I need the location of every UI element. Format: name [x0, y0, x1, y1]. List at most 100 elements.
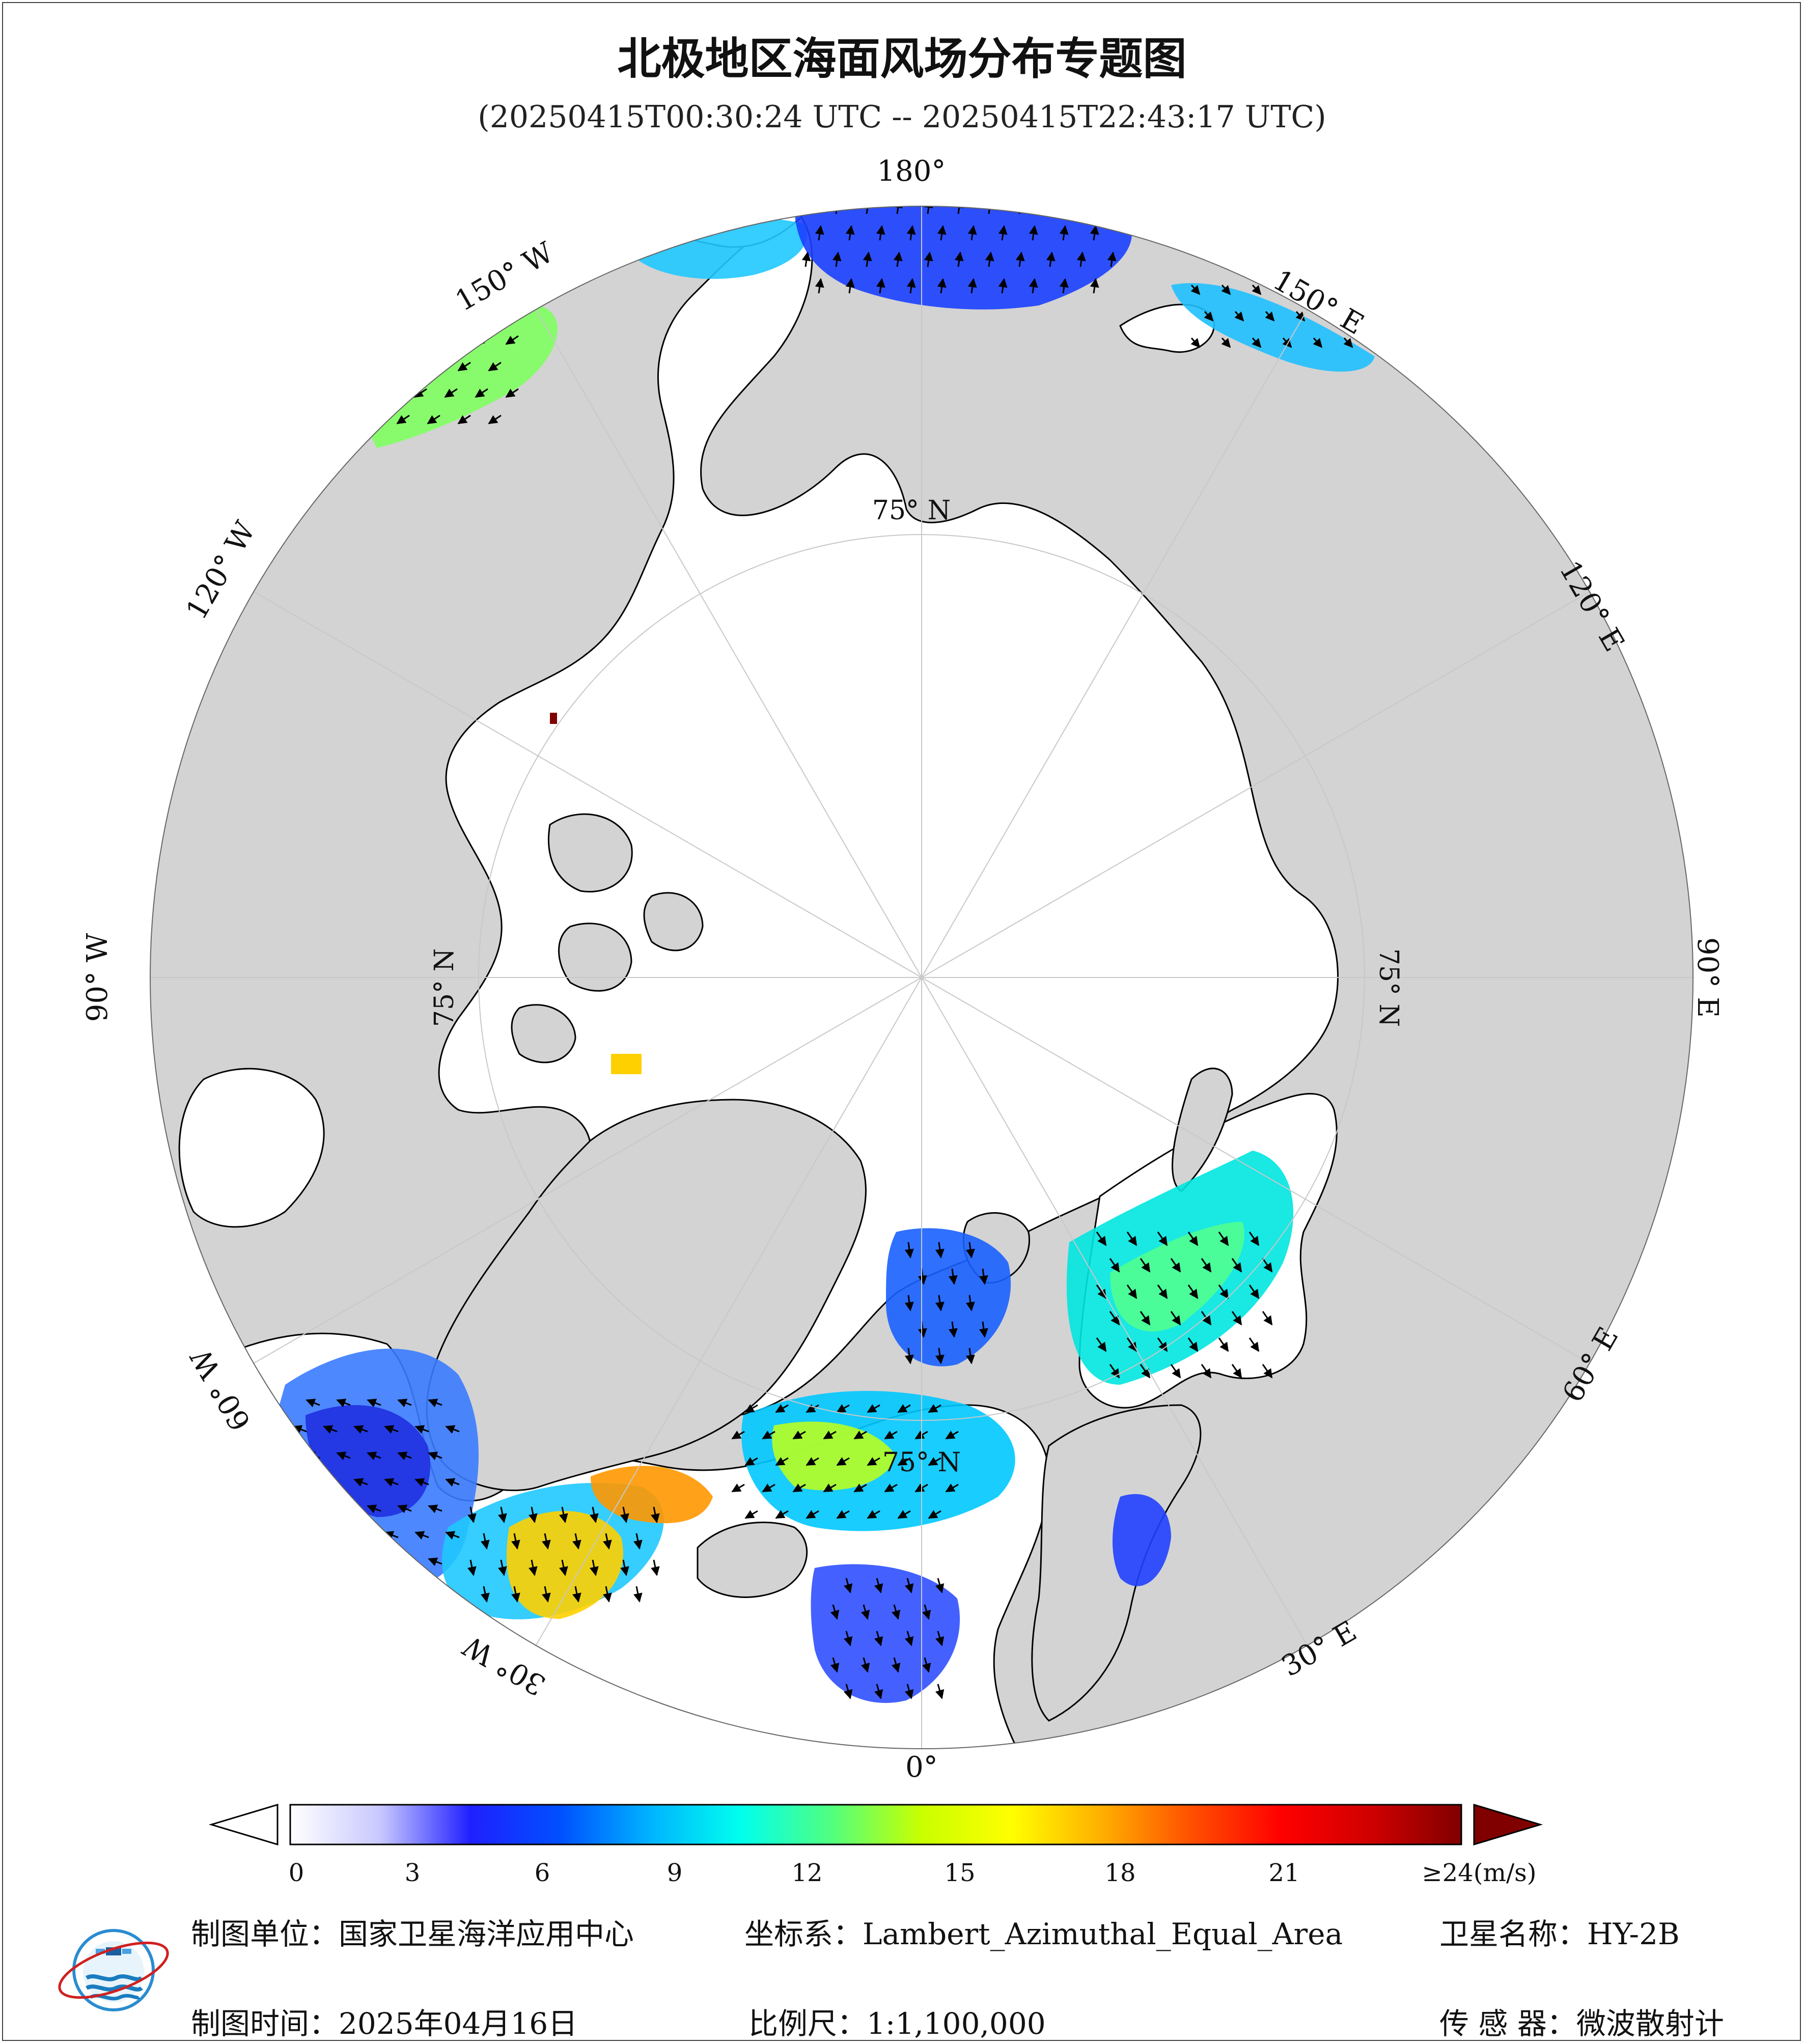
wind-vector-arrow: [475, 388, 488, 398]
wind-vector-arrow: [836, 1457, 850, 1466]
wind-vector-arrow: [445, 1425, 460, 1434]
wind-vector-arrow: [979, 1268, 988, 1285]
wind-vector-arrow: [1343, 338, 1353, 348]
wind-vector-arrow: [1190, 338, 1201, 348]
wind-vector-arrow: [620, 1506, 629, 1523]
wind-vector-arrow: [528, 1559, 538, 1576]
wind-vector-arrow: [867, 1510, 880, 1519]
wind-vector-arrow: [397, 1398, 412, 1408]
wind-vector-arrow: [480, 1586, 490, 1603]
wind-vector-arrow: [1140, 1258, 1151, 1273]
wind-vector-arrow: [967, 225, 977, 241]
wind-vector-arrow: [505, 335, 519, 345]
wind-vector-arrow: [396, 414, 410, 425]
wind-vector-arrow: [323, 1478, 338, 1487]
wind-vector-arrow: [884, 1431, 898, 1440]
wind-vector-arrow: [444, 388, 458, 398]
wind-vector-arrow: [1343, 285, 1353, 295]
wind-vector-arrow: [806, 1457, 819, 1466]
wind-vector-arrow: [876, 278, 885, 294]
lon-label-60w: 60° W: [184, 1342, 258, 1436]
wind-vector-arrow: [1126, 1231, 1137, 1246]
wind-vector-arrow: [633, 1533, 643, 1550]
wind-vector-arrow: [1076, 251, 1086, 267]
wind-vector-arrow: [1059, 225, 1069, 241]
coordinate-system: 坐标系：Lambert_Azimuthal_Equal_Area: [744, 1917, 1343, 1951]
wind-vector-arrow: [891, 1604, 901, 1620]
wind-vector-arrow: [904, 1684, 914, 1699]
satellite-name: 卫星名称：HY-2B: [1439, 1917, 1680, 1951]
lat-label-left: 75° N: [429, 948, 460, 1027]
wind-vector-arrow: [1221, 285, 1231, 295]
wind-vector-arrow: [367, 1557, 381, 1566]
wind-vector-arrow: [1248, 1231, 1260, 1246]
wind-vector-arrow: [1059, 278, 1069, 294]
wind-vector-arrow: [775, 1510, 789, 1519]
wind-vector-arrow: [928, 1404, 941, 1413]
wind-vector-arrow: [1218, 1231, 1229, 1246]
wind-vector-arrow: [744, 1457, 758, 1466]
wind-vector-arrow: [1262, 1311, 1273, 1326]
wind-vector-arrow: [633, 1586, 643, 1603]
wind-vector-arrow: [922, 1604, 931, 1620]
wind-vector-arrow: [806, 1510, 819, 1519]
wind-vector-arrow: [762, 1431, 775, 1440]
wind-vector-arrow: [323, 1531, 338, 1540]
iceland: [697, 1521, 808, 1598]
wind-vector-arrow: [731, 1483, 745, 1493]
mapping-time: 制图时间：2025年04月16日: [191, 2006, 578, 2041]
wind-vector-arrow: [1090, 225, 1099, 241]
map-subtitle: (20250415T00:30:24 UTC -- 20250415T22:43…: [478, 99, 1326, 135]
wind-vector-arrow: [948, 1321, 958, 1338]
sea-of-okhotsk: [1119, 303, 1215, 353]
wind-vector-arrow: [572, 1586, 581, 1603]
polar-map: 180° 150° E 120° E 90° E 60° E 30° E 0° …: [81, 155, 1724, 1784]
wind-vector-arrow: [336, 1557, 351, 1566]
wind-vector-arrow: [830, 1604, 840, 1620]
wind-vector-arrow: [1265, 311, 1275, 322]
wind-vector-arrow: [998, 225, 1008, 241]
wind-vector-arrow: [1201, 1311, 1212, 1326]
wind-vector-arrow: [744, 1404, 758, 1413]
wind-vector-arrow: [1109, 1258, 1120, 1273]
hudson-bay: [178, 1068, 325, 1228]
wind-vector-arrow: [383, 388, 397, 398]
wind-vector-arrow: [1126, 1337, 1137, 1352]
wind-vector-arrow: [836, 1404, 850, 1413]
wind-vector-arrow: [853, 1431, 867, 1440]
wind-vector-arrow: [306, 1504, 320, 1514]
wind-vector-arrow: [1170, 1258, 1181, 1273]
wind-vector-arrow: [1046, 251, 1056, 267]
sensor-name: 传 感 器：微波散射计: [1439, 2006, 1724, 2041]
wind-vector-arrow: [823, 1431, 837, 1440]
wind-vector-arrow: [1190, 285, 1201, 295]
wind-vector-arrow: [906, 225, 916, 241]
wind-vector-arrow: [488, 361, 502, 372]
wind-vector-arrow: [306, 1557, 320, 1566]
wind-vector-arrow: [650, 1559, 660, 1576]
map-title: 北极地区海面风场分布专题图: [617, 33, 1187, 85]
wind-vector-arrow: [602, 1533, 612, 1550]
wind-vector-arrow: [1252, 285, 1262, 295]
wind-vector-arrow: [985, 251, 994, 267]
wind-vector-arrow: [904, 1578, 914, 1593]
wind-vector-arrow: [396, 361, 410, 372]
wind-vector-arrow: [867, 1404, 880, 1413]
wind-vector-arrow: [1187, 1284, 1199, 1299]
wind-vector-arrow: [428, 1398, 442, 1408]
wind-vector-arrow: [1096, 1284, 1107, 1299]
wind-vector-arrow: [457, 361, 471, 372]
wind-vector-arrow: [602, 1586, 612, 1603]
wind-vector-arrow: [414, 1425, 429, 1434]
wind-vector-arrow: [1157, 1284, 1168, 1299]
wind-vector-arrow: [904, 1631, 914, 1646]
lat-label-bottom: 75° N: [882, 1447, 961, 1478]
greenland: [426, 1099, 867, 1491]
wind-vector-arrow: [762, 1483, 775, 1493]
wind-vector-arrow: [924, 251, 933, 267]
wind-vector-arrow: [792, 1483, 806, 1493]
wind-vector-arrow: [367, 1504, 381, 1514]
wind-vector-arrow: [965, 1295, 975, 1311]
wind-vector-arrow: [853, 1483, 867, 1493]
